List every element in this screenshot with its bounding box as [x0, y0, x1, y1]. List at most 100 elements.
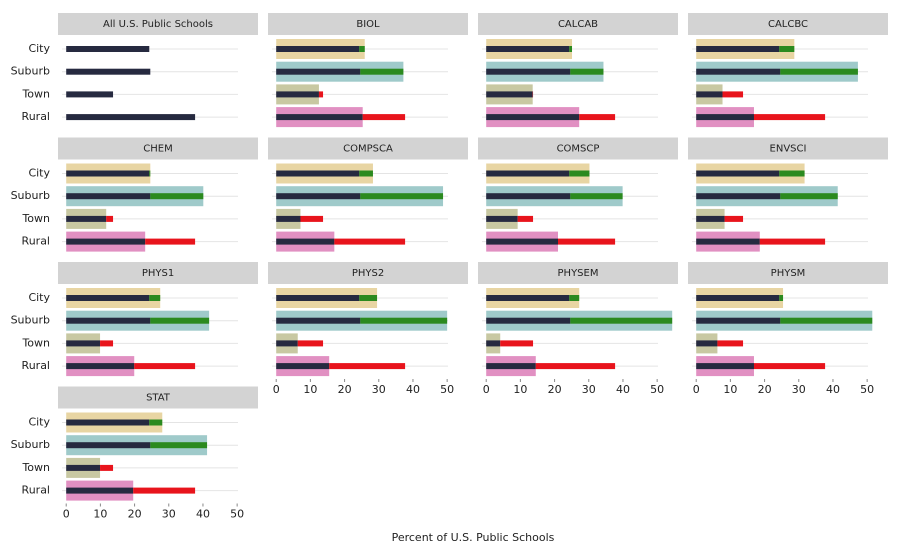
difference-bar	[334, 238, 406, 245]
difference-bar	[570, 68, 604, 75]
difference-bar	[759, 238, 826, 245]
difference-bar	[780, 68, 858, 75]
base-bar	[66, 487, 134, 494]
difference-bar	[360, 193, 444, 200]
difference-bar	[780, 193, 838, 200]
difference-bar	[134, 363, 196, 370]
difference-bar	[362, 114, 406, 121]
y-tick-label: Suburb	[11, 189, 50, 202]
base-bar	[696, 114, 754, 121]
base-bar	[696, 295, 780, 301]
x-tick-label: 40	[196, 508, 210, 521]
difference-bar	[779, 46, 795, 52]
x-tick-label: 10	[513, 383, 527, 396]
difference-bar	[517, 215, 534, 222]
base-bar	[696, 193, 781, 200]
strip	[478, 137, 678, 160]
difference-bar	[500, 340, 534, 347]
base-bar	[66, 238, 146, 245]
base-bar	[276, 340, 298, 347]
strip	[268, 13, 468, 35]
x-tick-label: 40	[616, 383, 630, 396]
x-tick-label: 40	[406, 383, 420, 396]
base-bar	[66, 114, 196, 121]
base-bar	[696, 317, 781, 324]
difference-bar	[150, 317, 210, 324]
base-bar	[276, 46, 360, 52]
x-tick-label: 20	[758, 383, 772, 396]
x-tick-label: 10	[303, 383, 317, 396]
y-tick-label: Town	[21, 461, 50, 474]
y-tick-label: Town	[21, 87, 50, 100]
difference-bar	[318, 91, 324, 98]
x-tick-label: 50	[230, 508, 244, 521]
difference-bar	[753, 363, 826, 370]
base-bar	[66, 295, 150, 301]
panel-title: CHEM	[143, 144, 172, 155]
strip	[478, 13, 678, 35]
y-tick-label: City	[28, 167, 50, 180]
base-bar	[276, 295, 360, 301]
difference-bar	[535, 363, 616, 370]
strip	[58, 137, 258, 160]
difference-bar	[300, 215, 324, 222]
base-bar	[66, 363, 135, 370]
difference-bar	[570, 193, 623, 200]
base-bar	[66, 464, 101, 471]
strip	[58, 13, 258, 35]
difference-bar	[724, 215, 744, 222]
x-tick-label: 20	[548, 383, 562, 396]
x-tick-label: 50	[860, 383, 874, 396]
strip	[688, 262, 888, 284]
panel-title: STAT	[146, 393, 171, 404]
x-tick-label: 50	[650, 383, 664, 396]
strip	[478, 262, 678, 284]
base-bar	[696, 46, 780, 52]
difference-bar	[106, 215, 114, 222]
x-tick-label: 0	[63, 508, 70, 521]
difference-bar	[717, 340, 744, 347]
difference-bar	[100, 464, 114, 471]
difference-bar	[297, 340, 324, 347]
difference-bar	[150, 442, 208, 449]
base-bar	[696, 340, 718, 347]
difference-bar	[579, 114, 616, 121]
base-bar	[66, 442, 151, 449]
panel-title: CALCBC	[768, 19, 808, 30]
base-bar	[696, 91, 723, 98]
base-bar	[696, 215, 725, 222]
base-bar	[66, 91, 114, 98]
base-bar	[66, 193, 151, 200]
base-bar	[486, 340, 501, 347]
difference-bar	[569, 46, 573, 52]
base-bar	[486, 170, 570, 177]
x-tick-label: 0	[693, 383, 700, 396]
base-bar	[486, 238, 558, 245]
x-tick-label: 10	[93, 508, 107, 521]
x-axis-title: Percent of U.S. Public Schools	[392, 531, 555, 544]
base-bar	[66, 68, 151, 75]
base-bar	[276, 238, 335, 245]
y-tick-label: Suburb	[11, 438, 50, 451]
x-tick-label: 20	[338, 383, 352, 396]
panel-title: PHYS2	[352, 268, 384, 279]
difference-bar	[359, 46, 365, 52]
difference-bar	[329, 363, 406, 370]
y-tick-label: Rural	[22, 484, 50, 497]
difference-bar	[558, 238, 616, 245]
base-bar	[276, 114, 363, 121]
strip	[688, 137, 888, 160]
y-tick-label: Suburb	[11, 314, 50, 327]
base-bar	[276, 215, 301, 222]
base-bar	[486, 114, 580, 121]
x-tick-label: 0	[483, 383, 490, 396]
base-bar	[486, 46, 570, 52]
y-tick-label: Rural	[22, 359, 50, 372]
base-bar	[486, 363, 536, 370]
base-bar	[696, 170, 780, 177]
strip	[58, 262, 258, 284]
base-bar	[66, 215, 107, 222]
base-bar	[486, 68, 571, 75]
difference-bar	[100, 340, 114, 347]
